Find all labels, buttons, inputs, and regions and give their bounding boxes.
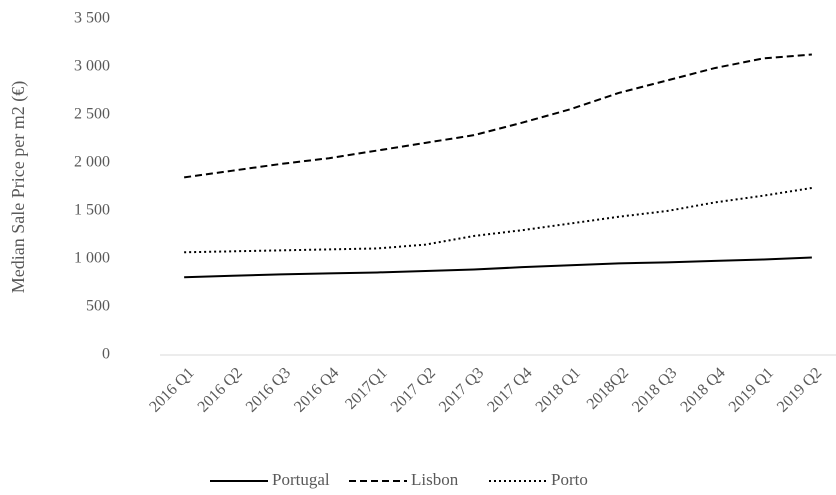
legend-label: Porto <box>551 470 588 489</box>
x-tick-label: 2019 Q1 <box>726 364 777 415</box>
x-tick-label: 2018 Q4 <box>677 364 728 415</box>
series-line <box>184 256 812 279</box>
y-tick-label: 3 500 <box>74 10 110 27</box>
series-line <box>184 186 813 254</box>
x-tick-label: 2017 Q2 <box>388 364 439 415</box>
y-tick-label: 2 500 <box>74 106 110 123</box>
legend-item: Lisbon <box>349 470 459 489</box>
x-tick-label: 2017 Q3 <box>436 364 487 415</box>
x-tick-label: 2018 Q3 <box>629 364 680 415</box>
x-tick-label: 2016 Q3 <box>243 364 294 415</box>
y-tick-label: 0 <box>102 346 110 363</box>
legend-label: Lisbon <box>411 470 459 489</box>
y-axis-label: Median Sale Price per m2 (€) <box>8 81 29 293</box>
legend-item: Portugal <box>210 470 330 489</box>
x-tick-label: 2017Q1 <box>342 364 390 412</box>
series-line <box>184 53 812 179</box>
x-tick-label: 2016 Q1 <box>146 364 197 415</box>
y-tick-label: 500 <box>86 298 110 315</box>
y-tick-label: 2 000 <box>74 154 110 171</box>
y-tick-label: 1 500 <box>74 202 110 219</box>
y-tick-label: 1 000 <box>74 250 110 267</box>
legend-label: Portugal <box>272 470 330 489</box>
x-tick-label: 2016 Q2 <box>195 364 246 415</box>
x-tick-label: 2019 Q2 <box>774 364 825 415</box>
x-tick-label: 2018Q2 <box>584 364 632 412</box>
y-tick-label: 3 000 <box>74 58 110 75</box>
x-tick-label: 2018 Q1 <box>533 364 584 415</box>
legend-item: Porto <box>489 470 588 489</box>
x-tick-label: 2016 Q4 <box>291 364 342 415</box>
x-tick-label: 2017 Q4 <box>484 364 535 415</box>
